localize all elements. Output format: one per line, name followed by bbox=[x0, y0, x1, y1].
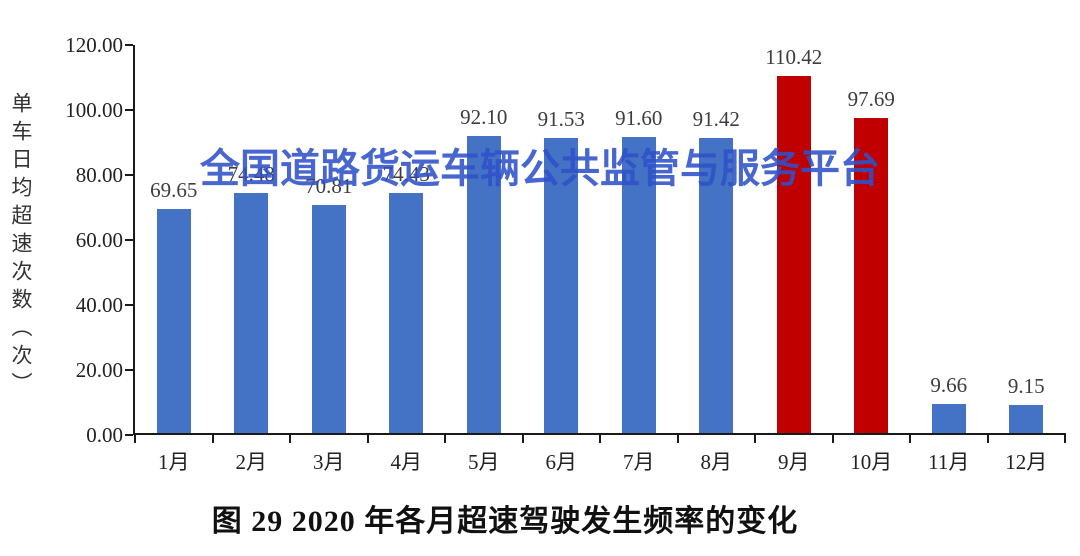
x-tick-mark bbox=[599, 435, 601, 443]
bar-value-label-10月: 97.69 bbox=[847, 86, 895, 111]
x-tick-mark bbox=[289, 435, 291, 443]
x-tick-mark bbox=[1064, 435, 1066, 443]
y-tick-label: 60.00 bbox=[75, 228, 123, 252]
x-tick-mark bbox=[986, 435, 989, 443]
y-tick-mark bbox=[125, 369, 133, 371]
bar-1月 bbox=[156, 208, 191, 433]
y-axis-title: 单车日均超速次数（次） bbox=[9, 92, 33, 400]
bar-5月 bbox=[466, 135, 501, 433]
bar-3月 bbox=[311, 204, 346, 433]
x-tick-mark bbox=[521, 435, 524, 443]
x-tick-label-6月: 6月 bbox=[545, 450, 578, 474]
bar-value-label-12月: 9.15 bbox=[1007, 374, 1045, 399]
x-tick-label-3月: 3月 bbox=[313, 450, 345, 474]
x-tick-mark bbox=[134, 435, 136, 443]
x-tick-mark bbox=[444, 435, 446, 443]
bar-value-label-8月: 91.42 bbox=[692, 106, 740, 131]
bar-12月 bbox=[1009, 405, 1044, 433]
y-tick-mark bbox=[125, 434, 133, 436]
y-tick-mark bbox=[125, 174, 133, 176]
x-tick-label-9月: 9月 bbox=[778, 450, 810, 474]
bar-value-label-5月: 92.10 bbox=[460, 104, 508, 129]
bar-8月 bbox=[699, 137, 734, 433]
bar-value-label-7月: 91.60 bbox=[615, 106, 663, 131]
y-axis-line bbox=[133, 45, 135, 435]
y-tick-label: 0.00 bbox=[86, 423, 123, 447]
y-tick-label: 80.00 bbox=[75, 163, 123, 187]
bar-value-label-3月: 70.81 bbox=[305, 173, 353, 198]
bar-value-label-11月: 9.66 bbox=[930, 372, 968, 397]
bar-value-label-6月: 91.53 bbox=[537, 106, 585, 131]
watermark-text: 全国道路货运车辆公共监管与服务平台 bbox=[200, 147, 880, 191]
x-tick-mark bbox=[676, 435, 679, 443]
bar-7月 bbox=[621, 137, 656, 433]
x-tick-mark bbox=[754, 435, 756, 443]
bar-4月 bbox=[389, 193, 424, 433]
bar-2月 bbox=[234, 192, 269, 433]
x-tick-label-1月: 1月 bbox=[158, 450, 190, 474]
y-tick-label: 40.00 bbox=[75, 293, 123, 317]
y-tick-label: 100.00 bbox=[65, 98, 123, 122]
x-tick-label-4月: 4月 bbox=[390, 450, 423, 474]
x-tick-label-5月: 5月 bbox=[468, 450, 500, 474]
y-tick-label: 120.00 bbox=[65, 33, 123, 57]
chart-caption: 图 29 2020 年各月超速驾驶发生频率的变化 bbox=[211, 505, 799, 538]
x-tick-label-12月: 12月 bbox=[1005, 450, 1048, 474]
bar-value-label-9月: 110.42 bbox=[765, 45, 823, 70]
bar-6月 bbox=[544, 137, 579, 433]
y-tick-mark bbox=[125, 109, 133, 111]
bar-value-label-2月: 74.48 bbox=[227, 161, 275, 186]
x-tick-label-11月: 11月 bbox=[928, 450, 970, 474]
x-axis-line bbox=[133, 433, 1066, 435]
x-tick-label-10月: 10月 bbox=[850, 450, 893, 474]
x-tick-mark bbox=[366, 435, 369, 443]
y-tick-label: 20.00 bbox=[75, 358, 123, 382]
x-tick-mark bbox=[831, 435, 834, 443]
bar-9月 bbox=[776, 76, 811, 433]
bar-value-label-1月: 69.65 bbox=[150, 177, 198, 202]
y-tick-mark bbox=[125, 239, 133, 241]
y-tick-mark bbox=[125, 304, 133, 306]
x-tick-label-8月: 8月 bbox=[700, 450, 733, 474]
y-tick-mark bbox=[125, 44, 133, 46]
x-tick-mark bbox=[909, 435, 911, 443]
x-tick-label-2月: 2月 bbox=[235, 450, 268, 474]
x-tick-mark bbox=[211, 435, 214, 443]
x-tick-label-7月: 7月 bbox=[623, 450, 655, 474]
bar-value-label-4月: 74.43 bbox=[382, 162, 430, 187]
bar-11月 bbox=[931, 403, 966, 433]
bar-10月 bbox=[854, 117, 889, 433]
